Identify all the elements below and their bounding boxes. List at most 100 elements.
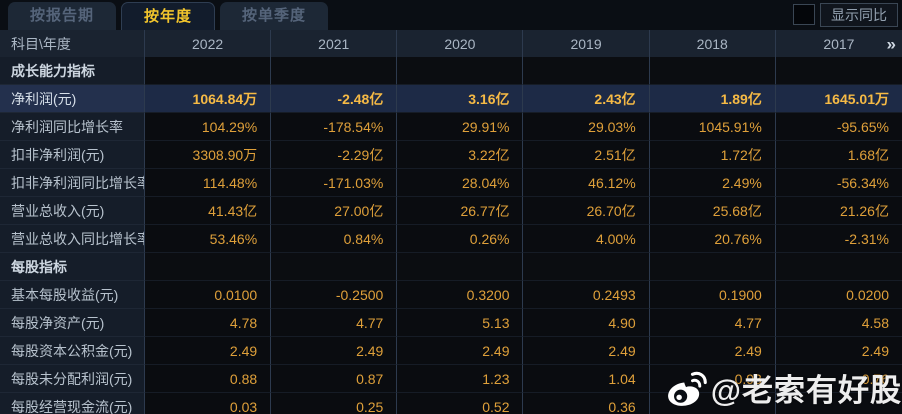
row-label: 扣非净利润(元)	[0, 141, 145, 169]
row-label: 成长能力指标	[0, 57, 145, 85]
value-cell: -2.48亿	[271, 85, 398, 113]
value-cell: 1.23	[397, 365, 524, 393]
value-cell: 26.70亿	[523, 197, 650, 225]
year-header-2022: 2022	[145, 30, 272, 57]
value-cell: -178.54%	[271, 113, 398, 141]
tab-single-quarter[interactable]: 按单季度	[220, 2, 329, 30]
value-cell	[649, 57, 776, 85]
value-cell: 0.93	[649, 365, 776, 393]
table-row: 每股净资产(元) 4.78 4.77 5.13 4.90 4.77 4.58	[0, 309, 902, 337]
value-cell: 4.78	[145, 309, 272, 337]
value-cell: -95.65%	[775, 113, 902, 141]
value-cell	[397, 253, 524, 281]
table-row: 净利润同比增长率 104.29% -178.54% 29.91% 29.03% 1045.…	[0, 113, 902, 141]
value-cell: 0.2493	[523, 281, 650, 309]
section-row: 成长能力指标	[0, 57, 902, 85]
value-cell	[649, 393, 776, 414]
value-cell: 25.68亿	[649, 197, 776, 225]
value-cell	[775, 393, 902, 414]
value-cell: 3.16亿	[397, 85, 524, 113]
value-cell: 0.84%	[271, 225, 398, 253]
value-cell: 21.26亿	[775, 197, 902, 225]
value-cell: 0.36	[523, 393, 650, 414]
row-label: 每股净资产(元)	[0, 309, 145, 337]
value-cell: 0.87	[271, 365, 398, 393]
tab-bar: 按报告期 按年度 按单季度 显示同比	[0, 0, 902, 30]
value-cell: 29.91%	[397, 113, 524, 141]
value-cell: 4.00%	[523, 225, 650, 253]
value-cell: 0.26%	[397, 225, 524, 253]
value-cell: 0.03	[145, 393, 272, 414]
value-cell: 0.76	[775, 365, 902, 393]
value-cell	[775, 253, 902, 281]
value-cell: 2.51亿	[523, 141, 650, 169]
row-label: 扣非净利润同比增长率	[0, 169, 145, 197]
show-yoy-checkbox[interactable]	[793, 4, 815, 25]
tab-report-period[interactable]: 按报告期	[8, 2, 117, 30]
value-cell: 1.89亿	[649, 85, 776, 113]
row-label: 每股经营现金流(元)	[0, 393, 145, 414]
value-cell: 104.29%	[145, 113, 272, 141]
table-row: 扣非净利润(元) 3308.90万 -2.29亿 3.22亿 2.51亿 1.72亿 1.6…	[0, 141, 902, 169]
tab-annual[interactable]: 按年度	[121, 2, 216, 30]
value-cell	[523, 253, 650, 281]
value-cell: 0.25	[271, 393, 398, 414]
value-cell: 2.43亿	[523, 85, 650, 113]
value-cell	[145, 253, 272, 281]
value-cell	[523, 57, 650, 85]
value-cell: 1045.91%	[649, 113, 776, 141]
year-header-2019: 2019	[523, 30, 650, 57]
table-row: 每股资本公积金(元) 2.49 2.49 2.49 2.49 2.49 2.49	[0, 337, 902, 365]
value-cell: 26.77亿	[397, 197, 524, 225]
row-label: 净利润同比增长率	[0, 113, 145, 141]
year-header-2017: 2017»	[823, 34, 896, 53]
table-row: 每股经营现金流(元) 0.03 0.25 0.52 0.36	[0, 393, 902, 414]
value-cell: 2.49%	[649, 169, 776, 197]
value-cell: 4.77	[271, 309, 398, 337]
value-cell: 2.49	[523, 337, 650, 365]
value-cell: 1064.84万	[145, 85, 272, 113]
value-cell: 1.68亿	[775, 141, 902, 169]
value-cell: 41.43亿	[145, 197, 272, 225]
value-cell: 3308.90万	[145, 141, 272, 169]
row-label: 每股指标	[0, 253, 145, 281]
value-cell: -171.03%	[271, 169, 398, 197]
value-cell: 4.90	[523, 309, 650, 337]
indicators-table: 科目\年度 2022 2021 2020 2019 2018 2017» 成长能力指标 净利…	[0, 30, 902, 414]
year-header-2018: 2018	[650, 30, 776, 57]
value-cell	[145, 57, 272, 85]
table-header-row: 科目\年度 2022 2021 2020 2019 2018 2017»	[0, 30, 902, 57]
table-row: 扣非净利润同比增长率 114.48% -171.03% 28.04% 46.12% 2.4…	[0, 169, 902, 197]
value-cell: 2.49	[271, 337, 398, 365]
year-header-2020: 2020	[397, 30, 524, 57]
value-cell: 53.46%	[145, 225, 272, 253]
value-cell: 114.48%	[145, 169, 272, 197]
value-cell	[649, 253, 776, 281]
table-row: 净利润(元) 1064.84万 -2.48亿 3.16亿 2.43亿 1.89亿 1645.…	[0, 85, 902, 113]
row-label: 基本每股收益(元)	[0, 281, 145, 309]
value-cell	[271, 253, 398, 281]
value-cell: 0.3200	[397, 281, 524, 309]
table-row: 营业总收入同比增长率 53.46% 0.84% 0.26% 4.00% 20.76% -2.…	[0, 225, 902, 253]
value-cell: 4.58	[775, 309, 902, 337]
value-cell	[271, 57, 398, 85]
row-label: 营业总收入同比增长率	[0, 225, 145, 253]
value-cell: 5.13	[397, 309, 524, 337]
value-cell: 0.52	[397, 393, 524, 414]
row-label: 营业总收入(元)	[0, 197, 145, 225]
value-cell: 28.04%	[397, 169, 524, 197]
row-label: 净利润(元)	[0, 85, 145, 113]
value-cell: 1.04	[523, 365, 650, 393]
table-row: 每股未分配利润(元) 0.88 0.87 1.23 1.04 0.93 0.76	[0, 365, 902, 393]
value-cell: 1645.01万	[775, 85, 902, 113]
value-cell: 46.12%	[523, 169, 650, 197]
value-cell: 0.88	[145, 365, 272, 393]
value-cell: 2.49	[649, 337, 776, 365]
corner-header: 科目\年度	[0, 30, 145, 57]
show-yoy-button[interactable]: 显示同比	[820, 3, 898, 27]
value-cell: 3.22亿	[397, 141, 524, 169]
section-row: 每股指标	[0, 253, 902, 281]
value-cell: 4.77	[649, 309, 776, 337]
more-years-icon[interactable]: »	[886, 34, 896, 53]
